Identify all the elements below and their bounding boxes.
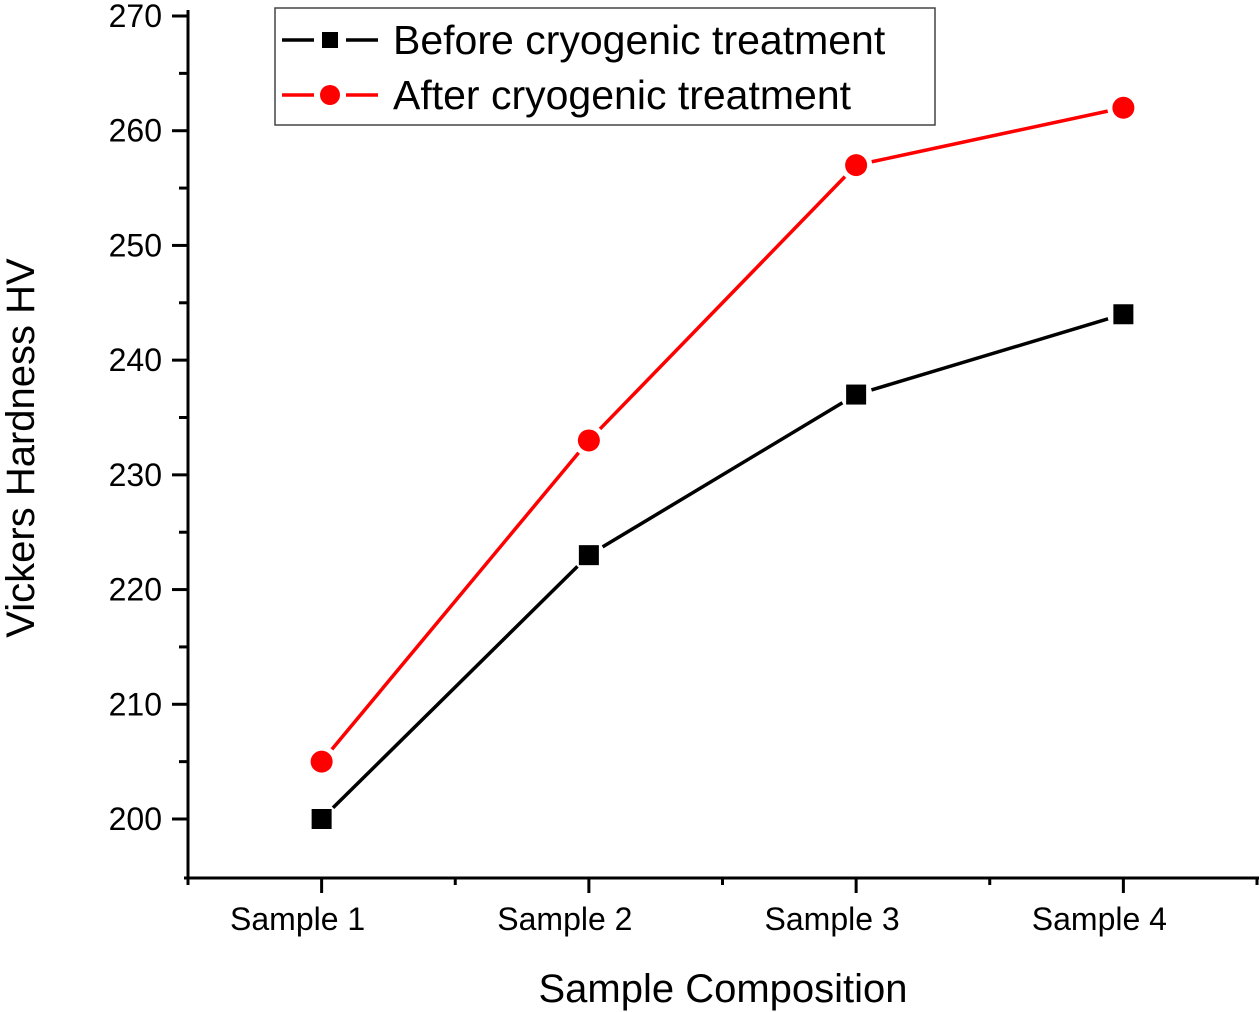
data-point-square (846, 384, 867, 405)
y-tick-label: 220 (109, 572, 162, 608)
legend-item: Before cryogenic treatment (282, 17, 886, 63)
y-tick-labels: 200 210 220 230 240 250 260 270 (109, 0, 162, 837)
data-point-circle (1112, 96, 1135, 119)
data-point-circle (845, 154, 868, 177)
y-tick-label: 270 (109, 0, 162, 34)
x-tick-label: Sample 4 (1032, 901, 1167, 937)
series-layer (310, 96, 1135, 829)
legend-label: After cryogenic treatment (393, 72, 852, 118)
y-tick-label: 200 (109, 801, 162, 837)
data-point-square (311, 809, 332, 829)
data-point-square (1113, 304, 1134, 325)
series-line-segment (331, 565, 579, 810)
y-tick-label: 210 (109, 686, 162, 722)
x-tick-label: Sample 2 (497, 901, 632, 937)
y-axis-title: Vickers Hardness HV (0, 258, 43, 638)
series-after (310, 96, 1135, 773)
y-tick-label: 240 (109, 342, 162, 378)
x-tick-label: Sample 3 (765, 901, 900, 937)
legend-box (274, 7, 936, 126)
series-line-segment (871, 109, 1109, 164)
legend-label: Before cryogenic treatment (393, 17, 886, 63)
y-tick-label: 260 (109, 113, 162, 149)
data-point-circle (310, 750, 333, 773)
legend-marker-square (322, 32, 338, 48)
series-line-segment (330, 451, 580, 751)
series-line-segment (870, 317, 1109, 392)
series-before (311, 304, 1134, 829)
data-point-square (578, 545, 599, 566)
x-tick-label: Sample 1 (230, 901, 365, 937)
y-tick-label: 250 (109, 227, 162, 263)
data-point-circle (577, 429, 600, 452)
x-tick-labels: Sample 1 Sample 2 Sample 3 Sample 4 (230, 901, 1167, 937)
legend-marker-circle (320, 85, 340, 105)
y-tick-label: 230 (109, 457, 162, 493)
x-axis-title: Sample Composition (538, 967, 907, 1011)
axes (172, 10, 1259, 893)
legend-item: After cryogenic treatment (282, 72, 852, 118)
series-line-segment (598, 175, 847, 431)
legend: Before cryogenic treatment After cryogeni… (274, 7, 936, 126)
series-line-segment (601, 401, 844, 549)
